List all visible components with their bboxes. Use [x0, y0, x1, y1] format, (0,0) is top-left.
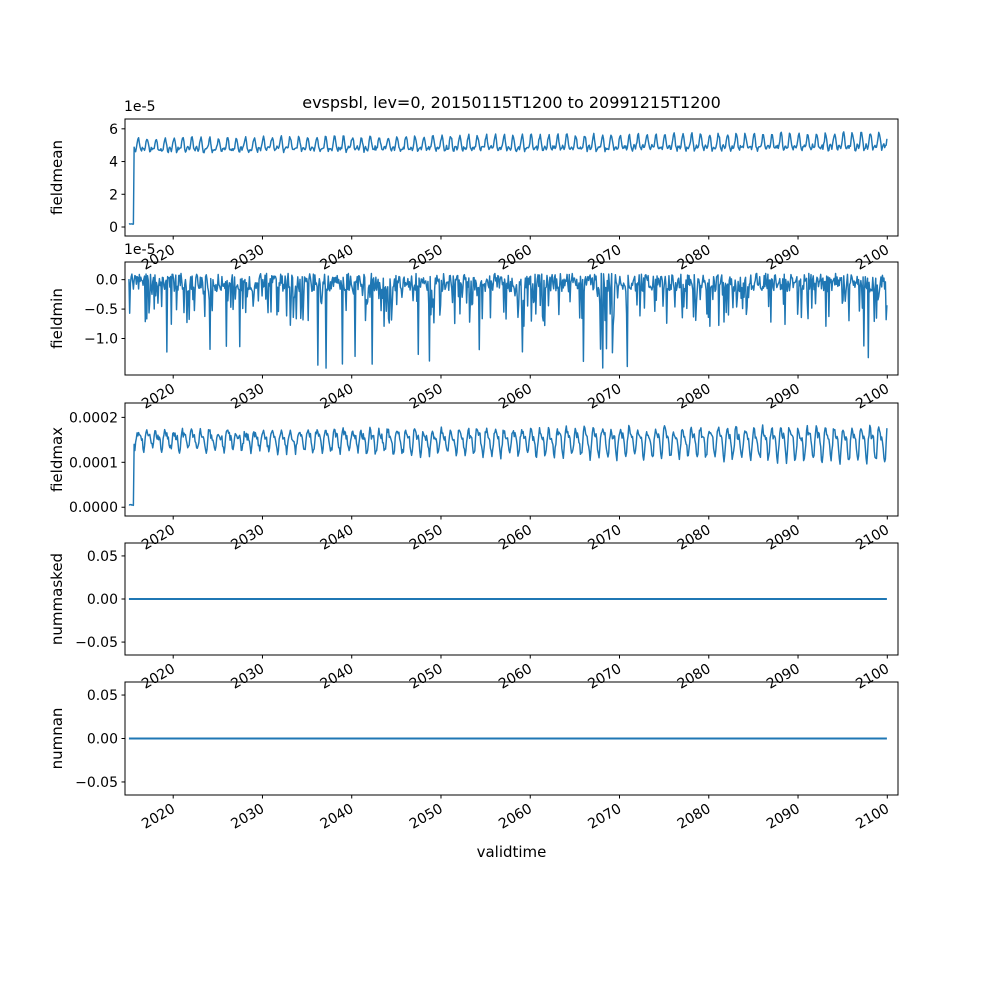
- xtick-label: 2030: [228, 242, 267, 274]
- xtick-label: 2040: [318, 242, 357, 274]
- xtick-label: 2030: [228, 522, 267, 554]
- ytick-label: 0.0000: [69, 500, 118, 516]
- xtick-label: 2100: [853, 522, 892, 554]
- xtick-label: 2070: [585, 801, 624, 833]
- xtick-label: 2100: [853, 801, 892, 833]
- subplot-numnan: 0.05 0.00 −0.05 2020 2030 2040 2050 2060 2070 208…: [48, 681, 899, 861]
- xtick-label: 2080: [675, 522, 714, 554]
- y-offset-text: 1e-5: [124, 99, 155, 115]
- xtick-label: 2020: [139, 381, 178, 413]
- x-axis-label: validtime: [477, 843, 547, 861]
- xtick-label: 2090: [764, 801, 803, 833]
- data-line-fieldmin: [128, 272, 888, 369]
- ytick-label: 4: [109, 155, 118, 171]
- data-line-fieldmax: [128, 424, 888, 507]
- xtick-label: 2090: [764, 242, 803, 274]
- ytick-label: 0.00: [87, 592, 118, 608]
- xtick-label: 2080: [675, 661, 714, 693]
- ytick-label: −0.05: [75, 775, 118, 791]
- ytick-label: 0.0002: [69, 410, 118, 426]
- xtick-label: 2060: [496, 801, 535, 833]
- ytick-label: −1.0: [84, 332, 118, 348]
- y-axis-label: numnan: [48, 708, 66, 770]
- xtick-label: 2050: [407, 801, 446, 833]
- ytick-label: −0.5: [84, 302, 118, 318]
- xtick-label: 2070: [585, 661, 624, 693]
- xtick-label: 2100: [853, 242, 892, 274]
- figure-title: evspsbl, lev=0, 20150115T1200 to 2099121…: [302, 93, 721, 112]
- xtick-label: 2020: [139, 801, 178, 833]
- ytick-label: 0: [109, 220, 118, 236]
- xtick-label: 2090: [764, 661, 803, 693]
- xtick-label: 2090: [764, 381, 803, 413]
- ytick-label: 6: [109, 122, 118, 138]
- ytick-label: 0.05: [87, 549, 118, 565]
- ytick-label: −0.05: [75, 635, 118, 651]
- ytick-label: 0.00: [87, 732, 118, 748]
- subplot-nummasked: 0.05 0.00 −0.05 2020 2030 2040 2050 2060 2070 208…: [48, 542, 899, 693]
- xtick-label: 2020: [139, 522, 178, 554]
- xtick-label: 2080: [675, 381, 714, 413]
- xtick-label: 2020: [139, 661, 178, 693]
- xtick-label: 2060: [496, 242, 535, 274]
- xtick-label: 2080: [675, 242, 714, 274]
- xtick-label: 2070: [585, 522, 624, 554]
- xtick-label: 2040: [318, 801, 357, 833]
- xtick-label: 2100: [853, 661, 892, 693]
- xtick-label: 2050: [407, 381, 446, 413]
- xtick-label: 2080: [675, 801, 714, 833]
- xtick-label: 2060: [496, 661, 535, 693]
- xtick-label: 2070: [585, 242, 624, 274]
- ytick-label: 0.05: [87, 688, 118, 704]
- xtick-label: 2090: [764, 522, 803, 554]
- axes-frame: [124, 118, 899, 237]
- y-axis-label: fieldmean: [48, 140, 66, 215]
- data-line-fieldmean: [128, 131, 888, 225]
- xtick-label: 2040: [318, 522, 357, 554]
- xtick-label: 2030: [228, 381, 267, 413]
- xtick-label: 2060: [496, 522, 535, 554]
- y-offset-text: 1e-5: [124, 242, 155, 258]
- xtick-label: 2050: [407, 242, 446, 274]
- ytick-label: 0.0001: [69, 455, 118, 471]
- y-axis-label: fieldmin: [48, 288, 66, 349]
- xtick-label: 2040: [318, 381, 357, 413]
- xtick-label: 2040: [318, 661, 357, 693]
- axes-frame: [124, 261, 899, 376]
- xtick-label: 2100: [853, 381, 892, 413]
- ytick-label: 2: [109, 187, 118, 203]
- xtick-label: 2030: [228, 661, 267, 693]
- xtick-label: 2070: [585, 381, 624, 413]
- y-axis-label: fieldmax: [48, 427, 66, 492]
- ytick-label: 0.0: [96, 273, 118, 289]
- xtick-label: 2050: [407, 522, 446, 554]
- xtick-label: 2050: [407, 661, 446, 693]
- xtick-label: 2060: [496, 381, 535, 413]
- xtick-label: 2030: [228, 801, 267, 833]
- axes-frame: [124, 402, 899, 517]
- y-axis-label: nummasked: [48, 553, 66, 645]
- subplot-fieldmax: 0.0000 0.0001 0.0002 2020 2030 2040 2050 2060 20…: [48, 402, 899, 554]
